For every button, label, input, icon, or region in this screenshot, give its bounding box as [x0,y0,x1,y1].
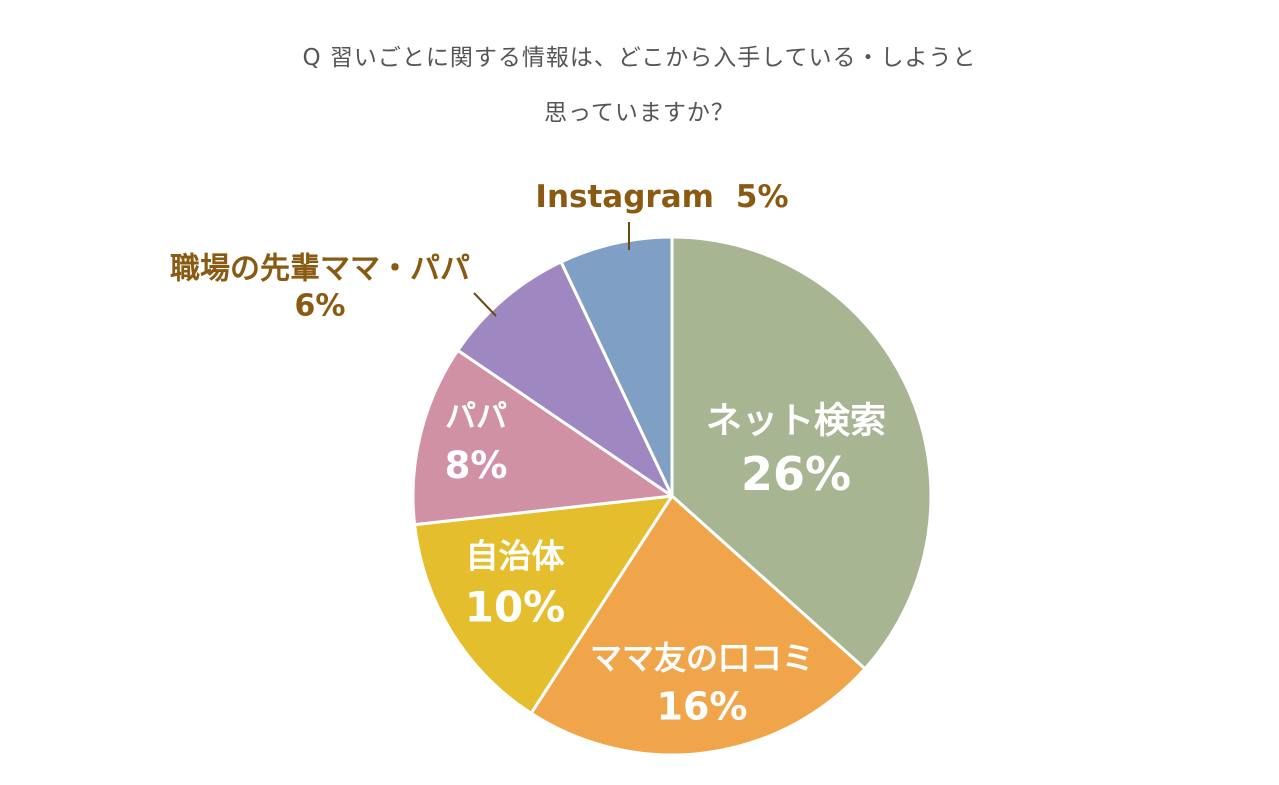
slice-name-1: ネット検索 [706,401,886,442]
slice-name-5: 職場の先輩ママ・パパ [170,252,470,287]
slice-value-1: 26% [741,447,851,501]
slice-value-3: 10% [465,583,566,632]
chart-title-line-1: Q 習いごとに関する情報は、どこから入手している・しようと [302,45,977,71]
slice-value-6: 5% [736,179,789,215]
chart-title-line-2: 思っていますか？ [544,100,735,126]
slice-name-4: パパ [445,399,507,435]
pie-slice-2 [529,494,867,757]
slice-label-6: Instagram 5% [535,179,788,215]
pie-slice-5 [456,260,674,498]
slice-name-3: 自治体 [466,537,565,576]
slice-value-5: 6% [295,289,346,324]
slice-value-4: 8% [445,444,508,487]
slice-name-2: ママ友の口コミ [590,639,814,677]
pie-slice-4 [411,348,674,527]
pie-slice-1 [670,235,933,671]
slice-name-6: Instagram [535,179,714,215]
pie-slice-3 [413,494,674,715]
leader-line-5 [473,292,497,317]
slice-value-2: 16% [657,684,748,728]
pie-slice-6 [559,235,674,498]
